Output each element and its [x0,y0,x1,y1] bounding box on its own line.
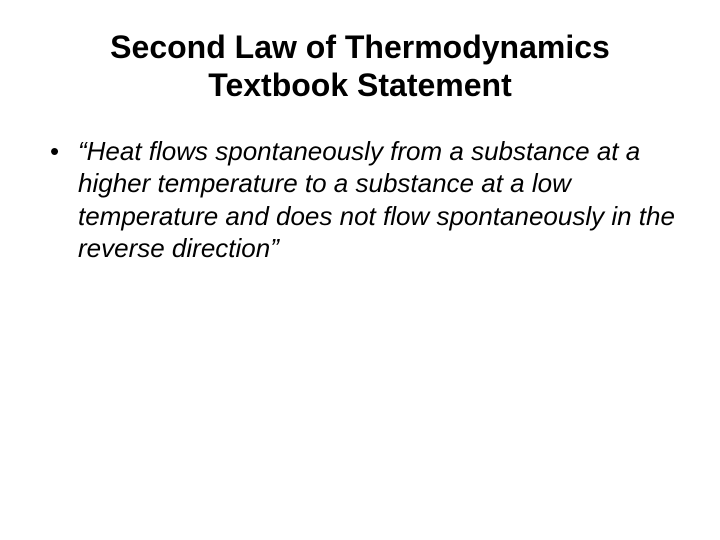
slide-title: Second Law of Thermodynamics Textbook St… [40,28,680,105]
title-line-1: Second Law of Thermodynamics [40,28,680,66]
title-line-2: Textbook Statement [40,66,680,104]
slide-container: Second Law of Thermodynamics Textbook St… [0,0,720,540]
bullet-list: “Heat flows spontaneously from a substan… [40,135,680,265]
bullet-item: “Heat flows spontaneously from a substan… [50,135,680,265]
bullet-text: “Heat flows spontaneously from a substan… [78,136,675,264]
